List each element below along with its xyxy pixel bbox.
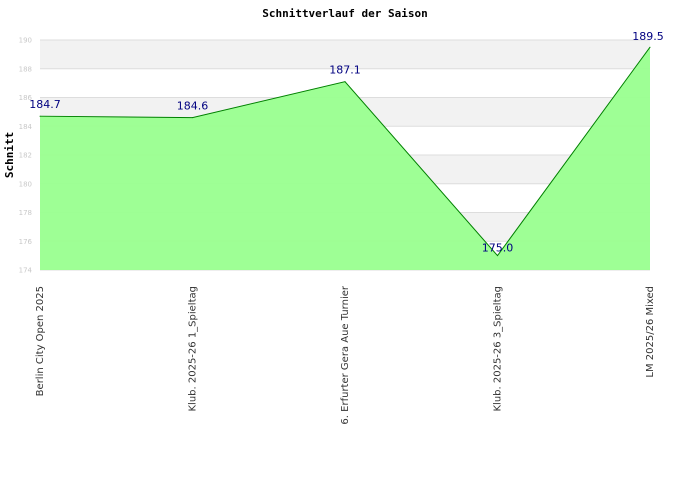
y-tick-label: 178 <box>19 209 32 217</box>
y-tick-label: 182 <box>19 152 32 160</box>
background-band <box>40 40 650 69</box>
data-point <box>192 117 193 119</box>
y-tick-label: 180 <box>19 180 32 188</box>
y-tick-label: 188 <box>19 65 32 73</box>
data-point <box>39 115 41 117</box>
data-label: 175.0 <box>482 242 514 255</box>
area-layer <box>39 46 651 270</box>
data-point <box>649 46 651 48</box>
x-tick-label: Berlin City Open 2025 <box>35 286 46 396</box>
y-axis-ticks: 174 176 178 180 182 184 186 188 190 <box>19 37 33 275</box>
y-tick-label: 176 <box>19 238 33 246</box>
data-label: 184.7 <box>29 98 61 111</box>
data-label: 184.6 <box>177 100 209 113</box>
chart-title: Schnittverlauf der Saison <box>262 7 428 20</box>
x-tick-label: Klub. 2025-26 3_Spieltag <box>493 286 504 412</box>
y-tick-label: 174 <box>19 267 33 275</box>
y-tick-label: 186 <box>19 94 33 102</box>
x-tick-label: LM 2025/26 Mixed <box>645 286 656 378</box>
data-label: 187.1 <box>329 64 361 77</box>
y-tick-label: 190 <box>19 37 32 45</box>
data-point <box>497 255 498 257</box>
x-tick-label: 6. Erfurter Gera Aue Turnier <box>340 285 351 424</box>
data-point <box>344 81 346 83</box>
series-area <box>40 47 650 270</box>
data-labels: 184.7 184.6 187.1 175.0 189.5 <box>29 30 664 254</box>
data-label: 189.5 <box>632 30 664 43</box>
y-tick-label: 184 <box>19 123 33 131</box>
y-axis-label: Schnitt <box>3 132 16 178</box>
x-tick-label: Klub. 2025-26 1_Spieltag <box>188 286 199 412</box>
x-axis-ticks: Berlin City Open 2025 Klub. 2025-26 1_Spi… <box>35 285 656 424</box>
